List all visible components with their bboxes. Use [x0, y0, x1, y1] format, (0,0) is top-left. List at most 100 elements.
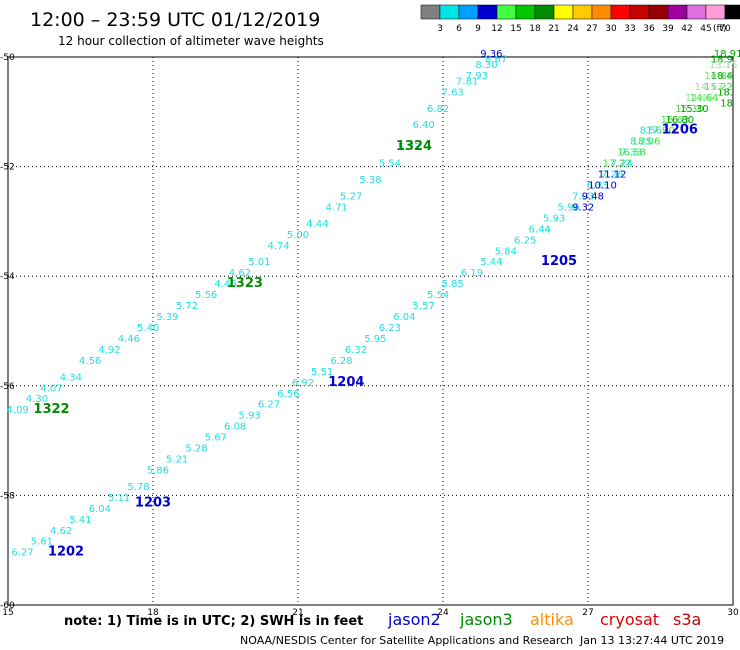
footer-timestamp: Jan 13 13:27:44 UTC 2019 [579, 634, 724, 647]
data-point: 4.30 [26, 394, 48, 405]
data-point: 18.4 [711, 71, 733, 82]
data-point: 7.26 [601, 170, 623, 181]
data-point: 6.28 [330, 356, 352, 367]
data-point: 6.40 [413, 120, 435, 131]
data-point: 17.90 [646, 126, 675, 137]
data-point: 5.21 [166, 455, 188, 466]
data-point: 16.80 [666, 115, 695, 126]
data-point: 5.93 [239, 411, 261, 422]
colorbar-swatch [591, 4, 612, 20]
colorbar-swatch [629, 4, 650, 20]
data-point: 17.22 [603, 159, 632, 170]
data-point: 5.00 [287, 230, 309, 241]
data-point: 16.63 [661, 115, 690, 126]
data-point: 4.34 [60, 372, 82, 383]
data-point: 14.86 [704, 71, 733, 82]
y-tick-label: -60 [0, 601, 15, 611]
data-point: 18. [717, 87, 733, 98]
colorbar-label: 70 [719, 24, 731, 34]
data-point: 5.84 [495, 246, 517, 257]
data-point: 15.30 [680, 104, 709, 115]
data-point: 5.93 [543, 213, 565, 224]
data-point: 6.04 [89, 504, 111, 515]
data-point: 14.64 [690, 93, 719, 104]
data-point: 5.54 [427, 290, 449, 301]
data-point: 5.73 [398, 142, 420, 153]
grid-lines [8, 57, 733, 605]
x-tick-label: 27 [582, 608, 593, 618]
satellite-jason2: jason2 [387, 610, 441, 629]
data-point: 6.56 [277, 389, 299, 400]
data-point: 18.9 [711, 54, 733, 65]
colorbar-label: 39 [662, 24, 674, 34]
colorbar-unit: (ft) [713, 24, 727, 34]
data-point: 5.40 [137, 323, 159, 334]
y-tick-label: -54 [0, 272, 15, 282]
data-point: 7.33 [620, 148, 642, 159]
data-point: 18.91 [714, 49, 740, 60]
data-point: 5.85 [442, 279, 464, 290]
data-point: 5.86 [147, 465, 169, 476]
data-point: 5.96 [558, 202, 580, 213]
data-point: 4.07 [40, 383, 62, 394]
data-point: 5.61 [31, 537, 53, 548]
satellite-s3a: s3a [673, 610, 701, 629]
pass-number-label: 1203 [135, 495, 171, 510]
data-point: 5.27 [340, 191, 362, 202]
colorbar-legend: 3 6 9 12 15 18 21 24 27 30 33 36 39 42 45 70 [420, 4, 740, 34]
pass-number-label: 1202 [48, 545, 84, 560]
data-point: 4.92 [98, 345, 120, 356]
data-point: 6.25 [514, 235, 536, 246]
data-point: 15.22 [704, 82, 733, 93]
plot-frame [7, 56, 734, 606]
x-tick-label: 30 [727, 608, 739, 618]
colorbar-label: 12 [491, 24, 502, 34]
x-tick-label: 21 [292, 608, 303, 618]
colorbar-swatch [458, 4, 479, 20]
colorbar-swatch [572, 4, 593, 20]
data-point: 5.01 [248, 257, 270, 268]
data-point: 6.19 [461, 268, 483, 279]
data-point: 4.62 [50, 526, 72, 537]
data-point: 11.12 [598, 170, 627, 181]
colorbar-label: 42 [681, 24, 692, 34]
plot-area: 15 18 21 24 27 30-50-52-54-56-58-60 4.094.304… [0, 49, 740, 618]
colorbar-label: 3 [437, 24, 443, 34]
colorbar-swatch [515, 4, 536, 20]
data-point: 14.13 [695, 82, 724, 93]
data-point: 5.72 [176, 301, 198, 312]
data-point: 6.08 [224, 422, 246, 433]
data-point: 5.41 [69, 515, 91, 526]
pass-number-label: 1204 [328, 375, 364, 390]
colorbar-swatch [648, 4, 669, 20]
data-point: 7.81 [456, 76, 478, 87]
data-point: 6.82 [427, 104, 449, 115]
y-tick-label: -56 [0, 382, 15, 392]
satellite-altika: altika [530, 610, 574, 629]
colorbar-label: 18 [529, 24, 541, 34]
data-point: 18 [720, 98, 733, 109]
colorbar-label: 21 [548, 24, 559, 34]
pass-number-label: 1323 [227, 276, 263, 291]
colorbar-swatch [724, 4, 740, 20]
colorbar-swatch [534, 4, 555, 20]
data-point: 6.27 [258, 400, 280, 411]
data-point: 4.71 [326, 202, 348, 213]
data-point: 14.13 [704, 71, 733, 82]
data-point: 5.51 [311, 367, 333, 378]
data-point: 4.56 [79, 356, 101, 367]
data-point: 5.44 [480, 257, 502, 268]
colorbar-swatch [477, 4, 498, 20]
data-point: 4.46 [214, 279, 236, 290]
pass-number-label: 1206 [662, 123, 698, 138]
data-point: 6.23 [379, 323, 401, 334]
satellite-jason3: jason3 [459, 610, 513, 629]
colorbar-label: 36 [643, 24, 655, 34]
data-point: 16.58 [617, 148, 646, 159]
y-tick-label: -52 [0, 163, 15, 173]
pass-labels: 1322 1323 1324 1202 1203 1204 1205 1206 [33, 123, 698, 560]
pass-number-label: 1322 [33, 402, 69, 417]
data-point: 15.30 [675, 104, 704, 115]
data-point: 13.15 [709, 60, 738, 71]
